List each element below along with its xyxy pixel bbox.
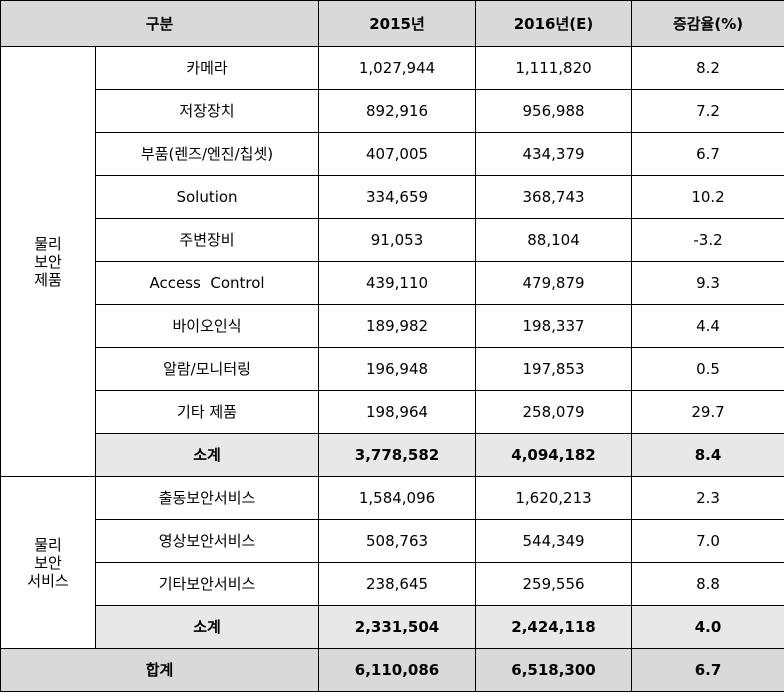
row-2015: 1,584,096 [318, 476, 477, 520]
table-row: 바이오인식 189,982 198,337 4.4 [1, 304, 784, 348]
row-name: 주변장비 [94, 218, 320, 262]
row-rate: -3.2 [631, 218, 784, 262]
group-label-line: 물리 [34, 535, 62, 554]
row-name: 출동보안서비스 [94, 476, 320, 520]
subtotal-2016: 2,424,118 [475, 605, 633, 649]
row-2015: 198,964 [318, 390, 477, 434]
row-rate: 9.3 [631, 261, 784, 305]
row-rate: 7.2 [631, 89, 784, 133]
group-label-services: 물리 보안 서비스 [0, 476, 96, 649]
row-name: 카메라 [94, 46, 320, 90]
header-2015: 2015년 [318, 0, 477, 47]
row-2016: 479,879 [475, 261, 633, 305]
total-name: 합계 [0, 648, 320, 692]
row-2016: 1,620,213 [475, 476, 633, 520]
row-rate: 2.3 [631, 476, 784, 520]
group-label-line: 제품 [34, 270, 62, 289]
row-2016: 1,111,820 [475, 46, 633, 90]
total-row: 합계 6,110,086 6,518,300 6.7 [0, 648, 784, 692]
header-2016: 2016년(E) [475, 0, 633, 47]
row-2015: 892,916 [318, 89, 477, 133]
table-row: 주변장비 91,053 88,104 -3.2 [1, 218, 784, 262]
row-rate: 8.8 [631, 562, 784, 606]
row-2015: 189,982 [318, 304, 477, 348]
subtotal-row: 소계 2,331,504 2,424,118 4.0 [1, 605, 784, 649]
row-name: Access Control [94, 261, 320, 305]
row-rate: 0.5 [631, 347, 784, 391]
row-2016: 544,349 [475, 519, 633, 563]
row-2015: 196,948 [318, 347, 477, 391]
header-rate: 증감율(%) [631, 0, 784, 47]
row-name: Solution [94, 175, 320, 219]
header-row: 구분 2015년 2016년(E) 증감율(%) [0, 0, 784, 47]
total-rate: 6.7 [631, 648, 784, 692]
table-row: 기타 제품 198,964 258,079 29.7 [1, 390, 784, 434]
row-2016: 956,988 [475, 89, 633, 133]
row-name: 알람/모니터링 [94, 347, 320, 391]
subtotal-2015: 2,331,504 [318, 605, 477, 649]
row-name: 기타보안서비스 [94, 562, 320, 606]
subtotal-row: 소계 3,778,582 4,094,182 8.4 [1, 433, 784, 477]
table-row: Access Control 439,110 479,879 9.3 [1, 261, 784, 305]
table-row: Solution 334,659 368,743 10.2 [1, 175, 784, 219]
row-2016: 434,379 [475, 132, 633, 176]
row-rate: 29.7 [631, 390, 784, 434]
total-2015: 6,110,086 [318, 648, 477, 692]
table-row: 부품(렌즈/엔진/칩셋) 407,005 434,379 6.7 [1, 132, 784, 176]
subtotal-2015: 3,778,582 [318, 433, 477, 477]
subtotal-rate: 8.4 [631, 433, 784, 477]
row-name: 저장장치 [94, 89, 320, 133]
subtotal-2016: 4,094,182 [475, 433, 633, 477]
row-rate: 6.7 [631, 132, 784, 176]
row-2015: 238,645 [318, 562, 477, 606]
row-2015: 407,005 [318, 132, 477, 176]
table-row: 저장장치 892,916 956,988 7.2 [1, 89, 784, 133]
row-2016: 197,853 [475, 347, 633, 391]
row-name: 영상보안서비스 [94, 519, 320, 563]
group-label-line: 보안 [34, 252, 62, 271]
row-2015: 91,053 [318, 218, 477, 262]
row-rate: 7.0 [631, 519, 784, 563]
row-rate: 4.4 [631, 304, 784, 348]
row-2015: 508,763 [318, 519, 477, 563]
table-row: 기타보안서비스 238,645 259,556 8.8 [1, 562, 784, 606]
row-2015: 439,110 [318, 261, 477, 305]
subtotal-name: 소계 [94, 433, 320, 477]
row-2016: 258,079 [475, 390, 633, 434]
table-row: 물리 보안 제품 카메라 1,027,944 1,111,820 8.2 [0, 46, 784, 477]
row-2015: 334,659 [318, 175, 477, 219]
row-name: 부품(렌즈/엔진/칩셋) [94, 132, 320, 176]
group-label-line: 물리 [34, 234, 62, 253]
row-2016: 88,104 [475, 218, 633, 262]
table-row: 영상보안서비스 508,763 544,349 7.0 [1, 519, 784, 563]
row-2016: 198,337 [475, 304, 633, 348]
total-2016: 6,518,300 [475, 648, 633, 692]
row-rate: 10.2 [631, 175, 784, 219]
row-2016: 368,743 [475, 175, 633, 219]
subtotal-rate: 4.0 [631, 605, 784, 649]
header-category: 구분 [0, 0, 320, 47]
group-label-line: 보안 [34, 553, 62, 572]
group-label-line: 서비스 [27, 571, 69, 590]
row-name: 기타 제품 [94, 390, 320, 434]
row-name: 바이오인식 [94, 304, 320, 348]
row-2015: 1,027,944 [318, 46, 477, 90]
row-rate: 8.2 [631, 46, 784, 90]
group-label-products: 물리 보안 제품 [0, 46, 96, 477]
row-2016: 259,556 [475, 562, 633, 606]
table-row: 알람/모니터링 196,948 197,853 0.5 [1, 347, 784, 391]
table-row: 물리 보안 서비스 출동보안서비스 1,584,096 1,620,213 2.… [0, 476, 784, 649]
subtotal-name: 소계 [94, 605, 320, 649]
